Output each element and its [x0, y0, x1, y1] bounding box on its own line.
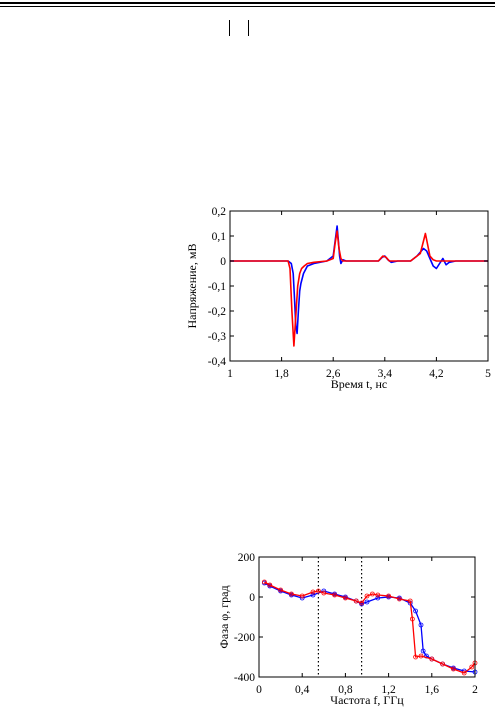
- series-1-point: [407, 598, 413, 604]
- series-1-point: [315, 588, 321, 594]
- y-tick-label: -0,2: [208, 306, 226, 318]
- header-rule-thin: [0, 6, 495, 7]
- x-tick-label: 5: [485, 368, 491, 380]
- series-1-point: [261, 579, 267, 585]
- series-1-point: [418, 653, 424, 659]
- x-tick-label: 2,6: [326, 368, 341, 380]
- series-0-point: [310, 592, 316, 598]
- series-0-point: [418, 622, 424, 628]
- x-axis-title: Время t, нс: [331, 377, 388, 391]
- series-1-point: [299, 593, 305, 599]
- series-0-point: [413, 608, 419, 614]
- header-mark-left: [229, 20, 230, 36]
- series-1-point: [375, 592, 381, 598]
- header-rule-thick: [0, 2, 495, 4]
- series-1-point: [353, 598, 359, 604]
- x-tick-label: 3,4: [378, 368, 393, 380]
- y-tick-label: -200: [234, 632, 255, 644]
- series-1-point: [461, 670, 467, 676]
- header-mark-right: [248, 20, 249, 36]
- series-1-line: [230, 230, 488, 347]
- x-axis-title: Частота f, ГГц: [330, 693, 404, 707]
- x-tick-label: 0,4: [295, 684, 310, 696]
- series-1-point: [310, 589, 316, 595]
- y-tick-label: -400: [234, 672, 255, 684]
- series-1-point: [469, 664, 475, 670]
- y-tick-label: 200: [238, 552, 256, 564]
- series-0-point: [420, 648, 426, 654]
- series-1-point: [413, 654, 419, 660]
- y-tick-label: -0,4: [208, 356, 226, 368]
- y-tick-label: 0: [220, 256, 226, 268]
- series-0-point: [375, 595, 381, 601]
- series-1-point: [450, 666, 456, 672]
- series-1-point: [288, 591, 294, 597]
- y-axis-title: Напряжение, мВ: [185, 243, 199, 328]
- y-tick-label: 0,1: [212, 231, 227, 243]
- series-1-point: [278, 587, 284, 593]
- series-1-point: [321, 590, 327, 596]
- series-1-point: [342, 595, 348, 601]
- series-1-point: [386, 593, 392, 599]
- y-tick-label: 0: [249, 592, 255, 604]
- x-tick-label: 1,8: [274, 368, 289, 380]
- x-tick-label: 1,6: [425, 684, 440, 696]
- y-tick-label: -0,1: [208, 281, 226, 293]
- x-tick-label: 1,2: [381, 684, 396, 696]
- series-1-point: [369, 591, 375, 597]
- y-tick-label: -0,3: [208, 331, 226, 343]
- series-1-point: [364, 593, 370, 599]
- x-tick-label: 0,8: [338, 684, 353, 696]
- series-1-point: [429, 656, 435, 662]
- series-1-point: [267, 582, 273, 588]
- x-tick-label: 1: [227, 368, 233, 380]
- series-1-point: [396, 596, 402, 602]
- series-1-point: [440, 661, 446, 667]
- x-tick-label: 0: [256, 684, 262, 696]
- y-tick-label: 0,2: [212, 206, 227, 218]
- plot-frame: [258, 556, 476, 678]
- series-1-line: [264, 581, 476, 674]
- series-1-point: [332, 592, 338, 598]
- x-tick-label: 2: [472, 684, 478, 696]
- series-1-point: [359, 600, 365, 606]
- series-0-line: [264, 582, 476, 673]
- x-tick-label: 4,2: [429, 368, 444, 380]
- y-axis-title: Фаза φ, град: [217, 585, 231, 648]
- series-0-point: [364, 599, 370, 605]
- series-1-point: [409, 616, 415, 622]
